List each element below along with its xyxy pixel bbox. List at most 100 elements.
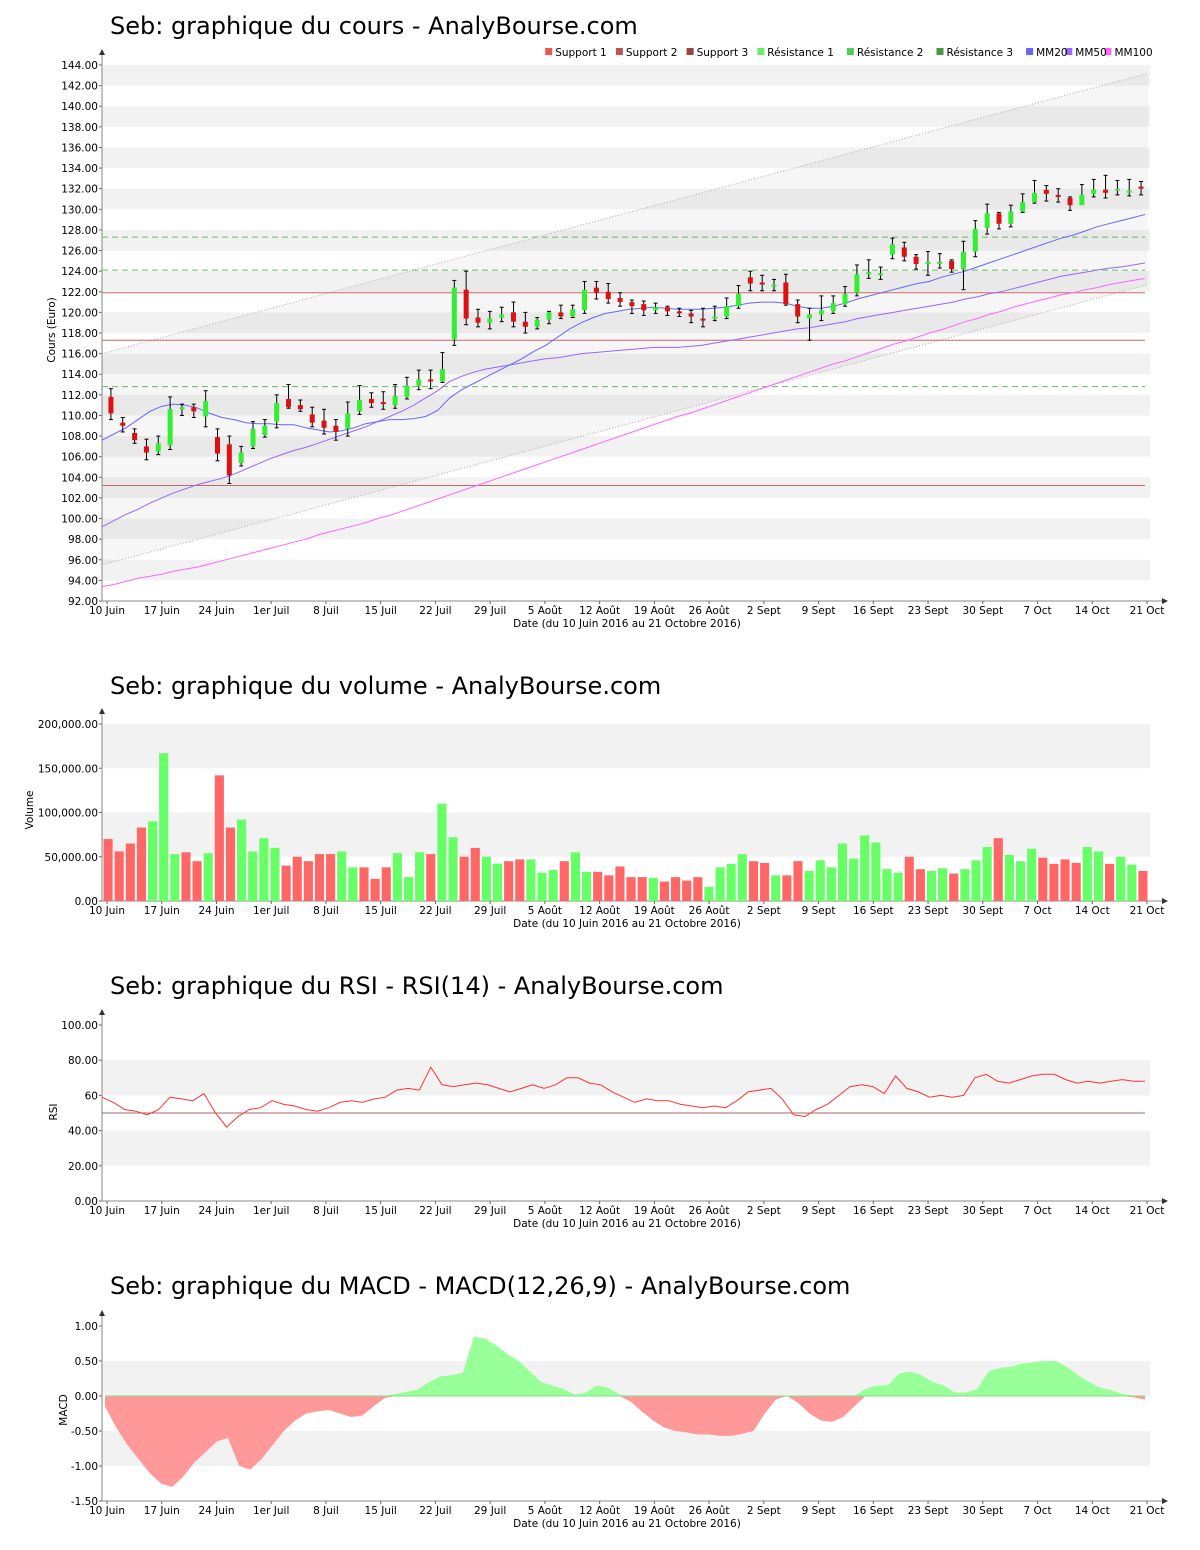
price-band — [102, 559, 1150, 581]
price-xtick-label: 23 Sept — [908, 605, 949, 617]
volume-bar — [159, 753, 169, 901]
legend-swatch — [1026, 48, 1034, 55]
macd-xtick-label: 26 Août — [689, 1505, 730, 1517]
volume-bar — [281, 865, 291, 901]
rsi-xtick-label: 30 Sept — [962, 1205, 1003, 1217]
legend-label: Support 1 — [555, 47, 607, 59]
rsi-xtick-label: 17 Juin — [144, 1205, 180, 1217]
price-xtick-label: 21 Oct — [1130, 605, 1165, 617]
candle-body — [1079, 194, 1085, 206]
price-ytick-label: 92.00 — [68, 596, 98, 608]
price-ytick-label: 140.00 — [61, 101, 98, 113]
volume-bar — [359, 867, 369, 901]
volume-bar — [593, 871, 603, 901]
candle-body — [155, 443, 161, 452]
volume-bar — [381, 867, 391, 901]
candle-body — [582, 289, 588, 311]
volume-bar — [971, 860, 981, 901]
macd-positive-area — [105, 1336, 1145, 1396]
volume-bar — [1004, 854, 1014, 901]
candle-body — [321, 420, 327, 428]
volume-bar — [114, 851, 124, 901]
price-band — [102, 353, 1150, 375]
volume-bar — [181, 852, 191, 901]
legend-label: Support 3 — [697, 47, 749, 59]
volume-xtick-label: 15 Juil — [365, 905, 397, 917]
candle-body — [238, 452, 244, 463]
rsi-chart-title: Seb: graphique du RSI - RSI(14) - AnalyB… — [110, 972, 723, 1000]
legend-label: Support 2 — [626, 47, 678, 59]
rsi-ytick-label: 80.00 — [68, 1055, 98, 1067]
volume-bar — [370, 878, 380, 901]
legend-swatch — [936, 48, 944, 55]
candle-body — [286, 398, 292, 408]
macd-xtick-label: 5 Août — [528, 1505, 562, 1517]
volume-bar — [125, 843, 135, 901]
rsi-xtick-label: 10 Juin — [89, 1205, 125, 1217]
macd-ytick-label: 0.50 — [75, 1356, 98, 1368]
rsi-ytick-label: 40.00 — [68, 1126, 98, 1138]
candle-body — [416, 379, 422, 386]
price-xtick-label: 8 Juil — [313, 605, 339, 617]
candle-body — [617, 297, 623, 303]
candle-body — [830, 303, 836, 312]
price-xtick-label: 24 Juin — [198, 605, 234, 617]
price-band — [102, 188, 1150, 210]
volume-bar — [1027, 848, 1037, 901]
volume-bar — [559, 861, 569, 901]
rsi-xtick-label: 29 Juil — [474, 1205, 506, 1217]
legend-label: Résistance 3 — [947, 47, 1014, 59]
candle-body — [1067, 197, 1073, 206]
volume-xtick-label: 24 Juin — [198, 905, 234, 917]
volume-bar — [148, 821, 158, 901]
volume-xtick-label: 10 Juin — [89, 905, 125, 917]
rsi-xtick-label: 5 Août — [528, 1205, 562, 1217]
volume-bar — [314, 854, 325, 901]
volume-ytick-label: 150,000.00 — [38, 763, 98, 775]
legend-swatch — [846, 48, 854, 55]
rsi-xtick-label: 7 Oct — [1023, 1205, 1051, 1217]
volume-bar — [648, 877, 658, 901]
candle-body — [901, 247, 907, 257]
price-band — [102, 436, 1150, 457]
volume-bar — [136, 827, 147, 901]
rsi-yaxis-arrow — [99, 1009, 105, 1015]
volume-bar — [426, 854, 436, 901]
price-yaxis-arrow — [99, 49, 105, 55]
legend-label: Résistance 2 — [857, 47, 924, 59]
candle-body — [274, 403, 280, 422]
mm50-line — [101, 262, 1146, 528]
candle-body — [747, 277, 753, 284]
legend-label: MM100 — [1115, 47, 1153, 59]
macd-ytick-label: -1.00 — [71, 1461, 98, 1473]
volume-xtick-label: 1er Juil — [253, 905, 289, 917]
rsi-xtick-label: 19 Août — [634, 1205, 675, 1217]
candle-body — [404, 385, 410, 397]
legend-swatch — [1065, 48, 1073, 55]
macd-ylabel: MACD — [58, 1394, 70, 1425]
candle-body — [996, 213, 1002, 224]
macd-xtick-label: 17 Juin — [144, 1505, 180, 1517]
volume-bar — [926, 870, 937, 901]
volume-band — [102, 724, 1150, 769]
candle-body — [960, 251, 966, 270]
volume-bar — [1093, 851, 1103, 901]
price-ytick-label: 134.00 — [61, 163, 98, 175]
price-ytick-label: 132.00 — [61, 184, 98, 196]
volume-bar — [737, 854, 747, 901]
price-ytick-label: 98.00 — [68, 534, 98, 546]
candle-body — [345, 413, 351, 429]
rsi-xaxis-arrow — [1162, 1198, 1168, 1204]
volume-xlabel: Date (du 10 Juin 2016 au 21 Octobre 2016… — [513, 918, 741, 930]
candle-body — [392, 395, 398, 406]
candle-body — [795, 304, 801, 317]
macd-panel: -1.50 -1.00 -0.50 0.00 0.50 1.00 10 Juin 17 Jui… — [71, 1310, 1168, 1517]
candle-body — [499, 314, 505, 318]
candle-body — [534, 319, 540, 327]
candle-body — [735, 293, 741, 307]
volume-bar — [715, 867, 725, 901]
rsi-xtick-label: 23 Sept — [908, 1205, 949, 1217]
candle-body — [487, 318, 493, 323]
rsi-xtick-label: 24 Juin — [198, 1205, 234, 1217]
candle-body — [783, 282, 789, 305]
